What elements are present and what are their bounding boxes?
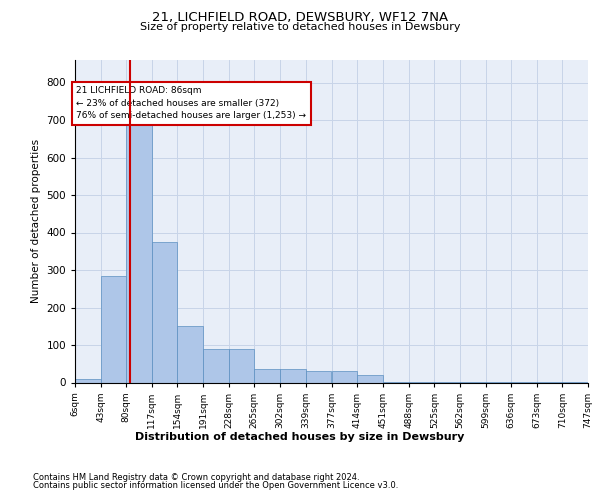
Bar: [75, 379, 101, 382]
Bar: [280, 370, 305, 382]
Bar: [203, 349, 229, 382]
Bar: [126, 82, 152, 382]
Bar: [332, 371, 358, 382]
Bar: [178, 326, 203, 382]
Text: Contains public sector information licensed under the Open Government Licence v3: Contains public sector information licen…: [33, 481, 398, 490]
Text: Size of property relative to detached houses in Dewsbury: Size of property relative to detached ho…: [140, 22, 460, 32]
Y-axis label: Number of detached properties: Number of detached properties: [31, 139, 41, 304]
Text: Distribution of detached houses by size in Dewsbury: Distribution of detached houses by size …: [136, 432, 464, 442]
Text: 21, LICHFIELD ROAD, DEWSBURY, WF12 7NA: 21, LICHFIELD ROAD, DEWSBURY, WF12 7NA: [152, 11, 448, 24]
Bar: [229, 349, 254, 382]
Bar: [152, 242, 178, 382]
Bar: [358, 375, 383, 382]
Bar: [254, 370, 280, 382]
Bar: [305, 371, 331, 382]
Text: Contains HM Land Registry data © Crown copyright and database right 2024.: Contains HM Land Registry data © Crown c…: [33, 472, 359, 482]
Bar: [101, 276, 126, 382]
Text: 21 LICHFIELD ROAD: 86sqm
← 23% of detached houses are smaller (372)
76% of semi-: 21 LICHFIELD ROAD: 86sqm ← 23% of detach…: [76, 86, 307, 120]
